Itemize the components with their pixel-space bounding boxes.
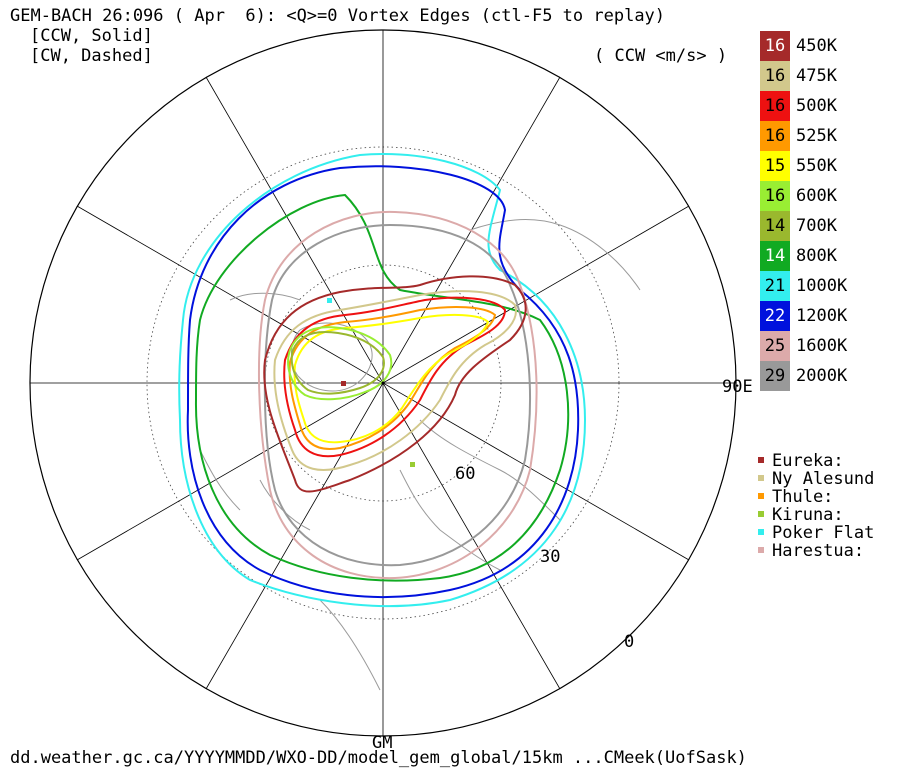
site-row-poker-flat: Poker Flat [758,524,874,542]
contour-525k [288,306,497,450]
legend-row-550k: 15 550K [760,151,900,181]
contour-600k [287,326,393,401]
contour-550k [293,313,490,444]
legend-label: 1000K [796,276,848,296]
site-name: Kiruna: [772,505,844,525]
legend-row-450k: 16 450K [760,31,900,61]
legend-row-1600k: 25 1600K [760,331,900,361]
legend-swatch: 16 [760,61,790,91]
legend-row-700k: 14 700K [760,211,900,241]
site-swatch [758,511,764,517]
legend-swatch: 16 [760,121,790,151]
legend-label: 525K [796,126,837,146]
site-swatch [758,529,764,535]
footer-source: dd.weather.gc.ca/YYYYMMDD/WXO-DD/model_g… [10,748,747,768]
legend-row-2000k: 29 2000K [760,361,900,391]
north-pole-dot [381,381,385,385]
legend-swatch: 21 [760,271,790,301]
units-label: ( CCW <m/s> ) [594,46,728,66]
site-name: Eureka: [772,451,844,471]
site-swatch [758,457,764,463]
site-swatch [758,493,764,499]
cw-note: [CW, Dashed] [30,46,153,66]
label-lat-30: 30 [540,547,560,567]
contour-2000k [263,223,531,567]
contour-475k [273,290,517,471]
site-row-ny-alesund: Ny Alesund [758,470,874,488]
legend-swatch: 25 [760,331,790,361]
label-lat-60: 60 [455,464,475,484]
contour-700k [290,331,385,395]
coastlines [199,219,641,691]
legend-swatch: 16 [760,91,790,121]
label-lat-0: 0 [624,632,634,652]
legend-swatch: 16 [760,181,790,211]
legend-label: 500K [796,96,837,116]
legend-label: 700K [796,216,837,236]
legend-label: 450K [796,36,837,56]
legend-swatch: 14 [760,241,790,271]
station-marker-kiruna [410,462,415,467]
legend-label: 600K [796,186,837,206]
legend-label: 550K [796,156,837,176]
site-row-eureka: Eureka: [758,452,844,470]
legend-swatch: 16 [760,31,790,61]
vortex-contours [178,153,587,608]
legend-row-1200k: 22 1200K [760,301,900,331]
legend-label: 800K [796,246,837,266]
contour-450k [263,275,527,493]
station-marker-poker-flat [327,298,332,303]
legend-row-1000k: 21 1000K [760,271,900,301]
legend-row-800k: 14 800K [760,241,900,271]
site-name: Ny Alesund [772,469,875,489]
site-row-harestua: Harestua: [758,542,864,560]
station-marker-eureka [341,381,346,386]
contour-1600k [257,210,538,580]
site-name: Thule: [772,487,834,507]
contour-800k [194,193,570,582]
contour-1000k [178,153,587,608]
site-name: Harestua: [772,541,865,561]
legend-label: 475K [796,66,837,86]
legend-swatch: 22 [760,301,790,331]
legend-swatch: 15 [760,151,790,181]
legend-label: 1600K [796,336,848,356]
site-swatch [758,547,764,553]
legend-row-475k: 16 475K [760,61,900,91]
site-name: Poker Flat [772,523,875,543]
legend-row-525k: 16 525K [760,121,900,151]
legend-swatch: 29 [760,361,790,391]
ccw-note: [CCW, Solid] [30,26,153,46]
page-title: GEM-BACH 26:096 ( Apr 6): <Q>=0 Vortex E… [10,6,666,26]
legend-label: 2000K [796,366,848,386]
site-row-kiruna: Kiruna: [758,506,844,524]
label-gm: GM [372,733,392,753]
legend-swatch: 14 [760,211,790,241]
legend-row-500k: 16 500K [760,91,900,121]
site-swatch [758,475,764,481]
legend-label: 1200K [796,306,848,326]
contour-1200k [186,165,580,599]
legend-row-600k: 16 600K [760,181,900,211]
label-90e: 90E [722,377,753,397]
site-row-thule: Thule: [758,488,833,506]
